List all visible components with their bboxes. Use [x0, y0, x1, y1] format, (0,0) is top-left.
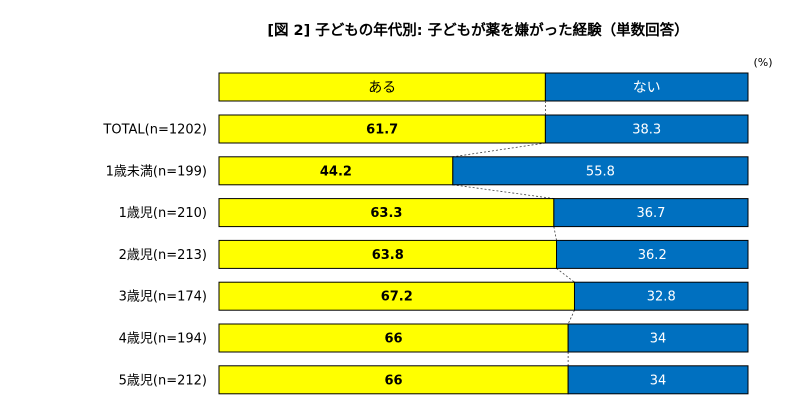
bar-segment-aru [218, 114, 546, 144]
category-label: 1歳児(n=210) [119, 206, 207, 221]
bar-segment-aru [218, 239, 558, 269]
legend-swatch-aru [218, 72, 546, 102]
category-label: 5歳児(n=212) [119, 373, 207, 388]
category-label: 1歳未満(n=199) [106, 164, 207, 179]
data-label-nai: 32.8 [647, 290, 676, 305]
bar-segment-nai [452, 156, 749, 186]
chart-title: [図 2] 子どもの年代別: 子どもが薬を嫌がった経験（単数回答） [267, 21, 688, 39]
bar-segment-aru [218, 156, 454, 186]
data-label-nai: 38.3 [632, 123, 661, 138]
data-label-aru: 67.2 [381, 290, 413, 305]
bar-segment-nai [573, 281, 749, 311]
category-label: 3歳児(n=174) [119, 290, 207, 305]
category-label: 2歳児(n=213) [119, 248, 207, 263]
data-label-nai: 36.2 [638, 248, 667, 263]
data-label-nai: 36.7 [636, 206, 665, 221]
category-label: TOTAL(n=1202) [102, 123, 207, 138]
legend-label-aru: ある [368, 80, 396, 96]
series-line [567, 310, 575, 325]
series-line [556, 268, 575, 283]
bar-segment-nai [556, 239, 749, 269]
bar-segment-nai [567, 323, 749, 353]
data-label-aru: 44.2 [320, 164, 352, 179]
data-label-nai: 55.8 [586, 164, 615, 179]
data-label-aru: 66 [385, 373, 403, 388]
bar-segment-aru [218, 198, 555, 228]
series-line [553, 226, 557, 241]
legend-swatch-nai [544, 72, 749, 102]
data-label-nai: 34 [650, 332, 667, 347]
unit-label: (%) [753, 56, 772, 69]
data-label-aru: 61.7 [366, 123, 398, 138]
bar-segment-aru [218, 323, 569, 353]
bar-segment-nai [544, 114, 749, 144]
data-label-nai: 34 [650, 373, 667, 388]
series-line [452, 184, 554, 199]
bar-segment-nai [567, 365, 749, 395]
category-label: 4歳児(n=194) [119, 332, 207, 347]
bar-segment-nai [553, 198, 749, 228]
data-label-aru: 66 [385, 332, 403, 347]
series-line [452, 142, 546, 158]
legend-label-nai: ない [633, 80, 661, 96]
data-label-aru: 63.3 [370, 206, 402, 221]
data-label-aru: 63.8 [372, 248, 404, 263]
